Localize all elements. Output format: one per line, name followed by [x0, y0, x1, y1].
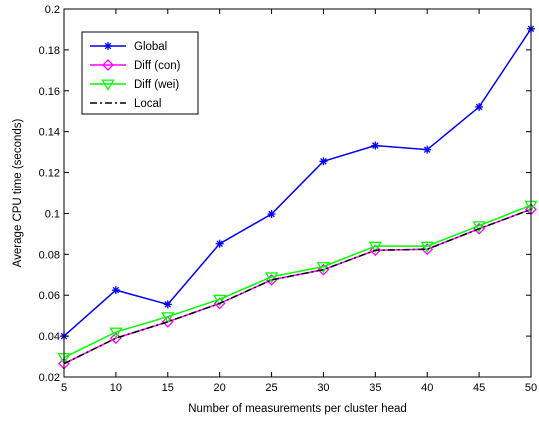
legend: Global Diff (con) Diff (wei) Local — [81, 31, 199, 115]
marker-stroke — [372, 142, 379, 149]
x-tick-label: 35 — [369, 382, 381, 394]
data-point — [264, 272, 279, 284]
data-point — [369, 244, 382, 257]
x-tick-label: 20 — [214, 382, 226, 394]
data-point — [213, 294, 227, 307]
marker-stroke — [268, 210, 275, 218]
legend-item: Local — [90, 98, 162, 110]
series-local — [63, 208, 532, 365]
data-point — [111, 286, 120, 295]
series-line — [63, 204, 532, 359]
series-line — [63, 208, 532, 365]
marker-stroke — [423, 146, 431, 153]
x-tick-label: 50 — [525, 382, 537, 394]
y-axis-label: Average CPU time (seconds) — [12, 118, 24, 267]
marker-stroke — [216, 240, 223, 247]
y-tick-label: 0.02 — [39, 372, 60, 384]
x-tick-label: 15 — [162, 382, 174, 394]
legend-label: Local — [134, 98, 162, 110]
legend-marker — [102, 59, 114, 71]
y-tick-label: 0.12 — [39, 168, 60, 180]
data-point — [215, 239, 224, 248]
axes-frame — [63, 8, 532, 378]
data-point — [319, 157, 328, 166]
y-tick-label: 0.16 — [39, 86, 60, 98]
y-tick-label: 0.04 — [39, 331, 60, 343]
x-tick-label: 10 — [110, 382, 122, 394]
data-point — [423, 145, 432, 154]
x-tick-label: 40 — [421, 382, 433, 394]
marker-stroke — [475, 103, 483, 111]
y-tick-label: 0.14 — [39, 127, 60, 139]
legend-item: Diff (wei) — [90, 79, 179, 91]
data-point — [267, 210, 276, 219]
x-tick-label: 5 — [61, 382, 67, 394]
data-point — [475, 102, 484, 111]
legend-item: Global — [90, 41, 167, 53]
x-tick-label: 30 — [317, 382, 329, 394]
data-point — [161, 312, 175, 324]
legend-label: Diff (wei) — [134, 79, 179, 91]
data-point — [420, 241, 434, 253]
series-line — [63, 28, 532, 337]
data-point — [371, 141, 380, 150]
tick-layer: 5 10 15 20 25 30 35 40 45 50 0.02 0.04 0.06 0.08 0.1 0.… — [39, 4, 538, 394]
y-tick-label: 0.18 — [39, 45, 60, 57]
legend-marker — [104, 42, 112, 50]
marker-stroke — [164, 301, 172, 308]
y-tick-label: 0.06 — [39, 290, 60, 302]
y-tick-label: 0.08 — [39, 249, 60, 261]
marker-stroke — [320, 158, 327, 165]
legend-label: Diff (con) — [134, 60, 181, 72]
x-axis-label: Number of measurements per cluster head — [188, 403, 407, 415]
legend-item: Diff (con) — [90, 59, 181, 72]
x-tick-label: 25 — [265, 382, 277, 394]
marker-stroke — [104, 42, 112, 50]
series-layer — [57, 24, 538, 370]
y-tick-label: 0.2 — [45, 4, 60, 16]
data-point — [472, 221, 486, 233]
marker-stroke — [112, 286, 120, 294]
data-point — [316, 262, 331, 274]
data-point — [163, 300, 172, 309]
x-tick-label: 45 — [473, 382, 485, 394]
legend-label: Global — [134, 41, 167, 53]
data-point — [109, 327, 123, 339]
legend-marker — [101, 79, 115, 91]
y-tick-label: 0.1 — [45, 208, 60, 220]
data-point — [368, 241, 382, 253]
data-point — [421, 243, 434, 256]
